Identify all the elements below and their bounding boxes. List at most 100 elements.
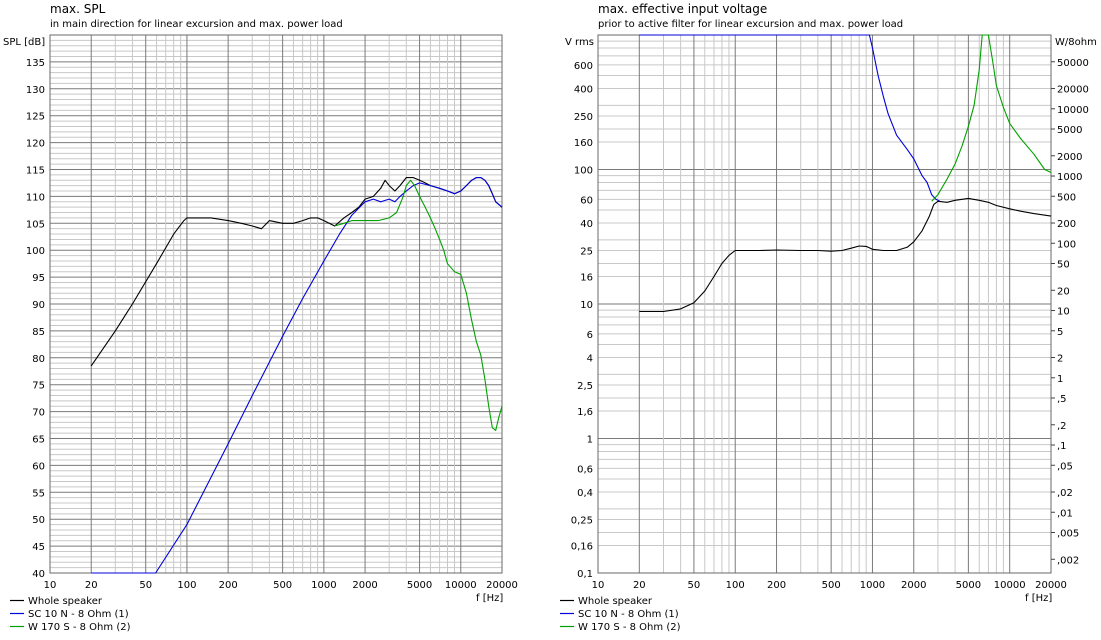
voltage-legend: Whole speaker SC 10 N - 8 Ohm (1) W 170 S …	[560, 596, 681, 633]
y-tick-label: 110	[26, 192, 45, 203]
legend-entry: SC 10 N - 8 Ohm (1)	[28, 609, 129, 620]
y-tick-label: 16	[580, 273, 593, 284]
right-tick-label: ,05	[1057, 461, 1073, 472]
x-tick-label: 100	[177, 580, 196, 591]
y-tick-label: 75	[32, 381, 45, 392]
right-tick-label: ,002	[1057, 555, 1079, 566]
voltage-title: max. effective input voltage	[598, 2, 767, 16]
y-tick-label: 50	[32, 515, 45, 526]
x-tick-label: 100	[726, 580, 745, 591]
x-tick-label: 20	[633, 580, 646, 591]
voltage-right-axis-label: W/8ohm	[1055, 37, 1097, 48]
x-tick-label: 50	[139, 580, 152, 591]
y-tick-label: 105	[26, 219, 45, 230]
y-tick-label: 70	[32, 408, 45, 419]
y-tick-label: 55	[32, 488, 45, 499]
right-tick-label: 20000	[1057, 85, 1089, 96]
voltage-grid	[597, 35, 1052, 574]
y-tick-label: 115	[26, 166, 45, 177]
y-tick-label: 130	[26, 85, 45, 96]
y-tick-label: 80	[32, 354, 45, 365]
legend-entry: SC 10 N - 8 Ohm (1)	[578, 609, 679, 620]
y-tick-label: 40	[580, 219, 593, 230]
y-tick-label: 45	[32, 542, 45, 553]
y-tick-label: 95	[32, 273, 45, 284]
y-tick-label: 100	[574, 166, 593, 177]
right-tick-label: 20	[1057, 286, 1070, 297]
x-tick-label: 10000	[445, 580, 477, 591]
y-tick-label: 125	[26, 112, 45, 123]
voltage-right-ticks: 50000 20000 10000 5000 2000 1000 500 200 100 50 20…	[1051, 58, 1089, 566]
x-tick-label: 200	[767, 580, 786, 591]
series-line-1	[639, 197, 1052, 313]
spl-grid	[49, 34, 503, 574]
right-tick-label: 2	[1057, 354, 1063, 365]
y-tick-label: 6	[587, 330, 593, 341]
y-tick-label: 4	[587, 354, 593, 365]
y-tick-label: 1,6	[577, 407, 593, 418]
legend-entry: W 170 S - 8 Ohm (2)	[578, 622, 681, 633]
y-tick-label: 65	[32, 435, 45, 446]
right-tick-label: ,2	[1057, 421, 1067, 432]
x-tick-label: 10000	[994, 580, 1026, 591]
legend-entry: Whole speaker	[578, 596, 653, 607]
spl-legend: Whole speaker SC 10 N - 8 Ohm (1) W 170 S …	[10, 596, 131, 633]
x-tick-label: 200	[219, 580, 238, 591]
y-tick-label: 0,16	[571, 542, 593, 553]
x-tick-label: 5000	[956, 580, 981, 591]
x-tick-label: 1000	[311, 580, 336, 591]
y-tick-label: 1	[587, 435, 593, 446]
series-line-2	[639, 34, 941, 202]
x-tick-label: 500	[822, 580, 841, 591]
legend-entry: Whole speaker	[28, 596, 103, 607]
y-tick-label: 120	[26, 139, 45, 150]
x-tick-label: 20	[85, 580, 98, 591]
spl-x-ticks: 10 20 50 100 200 500 1000 2000 5000 10000 20000	[44, 580, 518, 591]
y-tick-label: 160	[574, 138, 593, 149]
spl-x-axis-label: f [Hz]	[476, 593, 503, 604]
x-tick-label: 1000	[860, 580, 885, 591]
y-tick-label: 2,5	[577, 381, 593, 392]
x-tick-label: 5000	[407, 580, 432, 591]
legend-entry: W 170 S - 8 Ohm (2)	[28, 622, 131, 633]
right-tick-label: 5000	[1057, 125, 1082, 136]
voltage-x-ticks: 10 20 50 100 200 500 1000 2000 5000 10000 20000	[592, 580, 1067, 591]
spl-title: max. SPL	[50, 2, 106, 16]
voltage-y-axis-label: V rms	[565, 37, 594, 48]
x-tick-label: 20000	[1035, 580, 1067, 591]
x-tick-label: 50	[688, 580, 701, 591]
right-tick-label: 10000	[1057, 105, 1089, 116]
x-tick-label: 20000	[486, 580, 518, 591]
right-tick-label: 1000	[1057, 172, 1082, 183]
y-tick-label: 85	[32, 327, 45, 338]
spl-subtitle: in main direction for linear excursion a…	[50, 19, 343, 30]
y-tick-label: 90	[32, 300, 45, 311]
spl-y-ticks: 40 45 50 55 60 65 70 75 80 85 90 95 100 105 110 115 120 1…	[26, 58, 45, 580]
x-tick-label: 10	[44, 580, 57, 591]
right-tick-label: ,005	[1057, 529, 1079, 540]
spl-y-axis-label: SPL [dB]	[3, 37, 45, 48]
right-tick-label: 100	[1057, 239, 1076, 250]
series-line-3	[931, 34, 1052, 202]
y-tick-label: 250	[574, 112, 593, 123]
spl-plot-frame	[49, 34, 503, 574]
y-tick-label: 135	[26, 58, 45, 69]
right-tick-label: ,01	[1057, 508, 1073, 519]
right-tick-label: ,1	[1057, 441, 1067, 452]
y-tick-label: 0,4	[577, 488, 593, 499]
right-tick-label: 50	[1057, 260, 1070, 271]
voltage-series-group	[639, 34, 1052, 313]
voltage-subtitle: prior to active filter for linear excurs…	[598, 19, 903, 30]
right-tick-label: ,02	[1057, 488, 1073, 499]
y-tick-label: 60	[32, 461, 45, 472]
y-tick-label: 0,6	[577, 464, 593, 475]
right-tick-label: 10	[1057, 307, 1070, 318]
spl-series-group	[90, 177, 503, 574]
right-tick-label: 200	[1057, 219, 1076, 230]
y-tick-label: 25	[580, 246, 593, 257]
y-tick-label: 400	[574, 85, 593, 96]
series-line-2	[91, 177, 503, 574]
x-tick-label: 500	[273, 580, 292, 591]
